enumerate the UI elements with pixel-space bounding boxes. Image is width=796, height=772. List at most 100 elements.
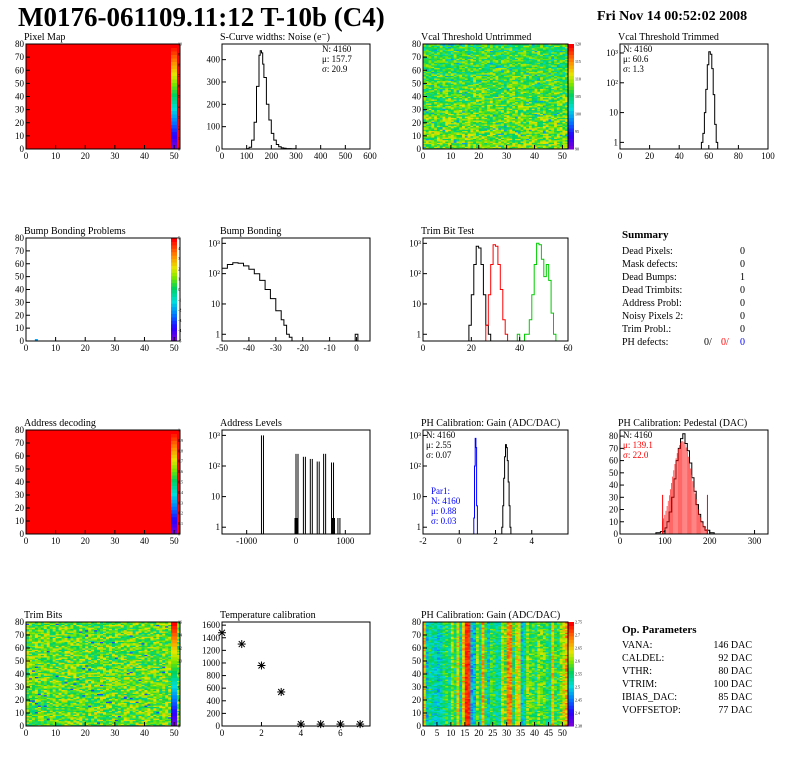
- heatmap-cell: [528, 50, 533, 53]
- heatmap-cell: [450, 118, 455, 121]
- heatmap-cell: [464, 49, 469, 51]
- heatmap-cell: [473, 101, 477, 104]
- heatmap-cell: [434, 95, 438, 97]
- heatmap-cell: [456, 139, 460, 142]
- heatmap-cell: [534, 93, 538, 96]
- y-tick-label: 0: [216, 144, 221, 154]
- heatmap-cell: [565, 108, 569, 111]
- heatmap-cell: [450, 137, 455, 139]
- heatmap-cell: [445, 122, 449, 125]
- y-tick-label: 0: [20, 529, 25, 539]
- heatmap-cell: [551, 80, 555, 83]
- heatmap-cell: [565, 79, 569, 82]
- heatmap-cell: [492, 61, 496, 63]
- heatmap-cell: [459, 72, 463, 75]
- heatmap-cell: [431, 114, 435, 117]
- heatmap-cell: [453, 146, 457, 149]
- heatmap-cell: [470, 91, 474, 93]
- colorbar-segment: [171, 310, 177, 315]
- heatmap-cell: [526, 95, 530, 97]
- heatmap-cell: [470, 137, 474, 139]
- heatmap-cell: [475, 100, 480, 103]
- heatmap-cell: [503, 122, 508, 125]
- heatmap-cell: [537, 105, 541, 108]
- heatmap-cell: [509, 74, 513, 76]
- heatmap-cell: [49, 720, 54, 723]
- heatmap-cell: [515, 88, 519, 91]
- heatmap-cell: [442, 133, 446, 135]
- heatmap-cell: [492, 53, 496, 55]
- heatmap-cell: [478, 113, 482, 116]
- heatmap-cell: [531, 117, 535, 120]
- heatmap-cell: [495, 72, 499, 75]
- heatmap-cell: [436, 128, 441, 130]
- heatmap-cell: [495, 80, 499, 83]
- colorbar-segment: [171, 272, 177, 277]
- heatmap-cell: [542, 82, 547, 84]
- heatmap-cell: [503, 45, 508, 48]
- heatmap-cell: [450, 82, 455, 84]
- heatmap-cell: [459, 113, 463, 116]
- heatmap-cell: [537, 110, 541, 113]
- heatmap-cell: [475, 75, 480, 78]
- heatmap-cell: [515, 70, 519, 72]
- heatmap-cell: [73, 723, 77, 726]
- heatmap-cell: [551, 134, 555, 137]
- heatmap-cell: [141, 719, 145, 722]
- heatmap-cell: [556, 89, 561, 92]
- heatmap-cell: [456, 134, 460, 137]
- heatmap-cell: [554, 80, 558, 83]
- heatmap-cell: [540, 70, 544, 72]
- heatmap-cell: [475, 113, 480, 116]
- heatmap-cell: [509, 45, 513, 48]
- heatmap-cell: [428, 83, 432, 86]
- heatmap-cell: [534, 134, 538, 137]
- heatmap-cell: [147, 720, 151, 723]
- heatmap-cell: [453, 142, 457, 145]
- heatmap-cell: [517, 62, 521, 65]
- heatmap-cell: [528, 97, 533, 100]
- colorbar-segment: [171, 107, 177, 111]
- heatmap-cell: [456, 135, 460, 138]
- heatmap-cell: [548, 49, 552, 51]
- heatmap-cell: [509, 125, 513, 128]
- heatmap-cell: [526, 114, 530, 117]
- heatmap-cell: [484, 92, 488, 95]
- x-tick-label: 4: [530, 536, 535, 546]
- heatmap-cell: [453, 67, 457, 70]
- heatmap-cell: [528, 130, 533, 133]
- heatmap-cell: [484, 78, 488, 80]
- heatmap-cell: [565, 131, 569, 134]
- heatmap-cell: [481, 130, 485, 133]
- heatmap-cell: [462, 139, 466, 142]
- heatmap-cell: [556, 45, 561, 48]
- heatmap-cell: [470, 45, 474, 48]
- heatmap-cell: [456, 67, 460, 70]
- heatmap-cell: [467, 126, 471, 129]
- heatmap-cell: [481, 117, 485, 120]
- heatmap-cell: [506, 44, 510, 46]
- heatmap-cell: [434, 51, 438, 54]
- heatmap-cell: [531, 88, 535, 91]
- heatmap-cell: [470, 105, 474, 108]
- heatmap-cell: [515, 109, 519, 112]
- heatmap-cell: [478, 118, 482, 121]
- heatmap-cell: [478, 49, 482, 51]
- heatmap-cell: [456, 109, 460, 112]
- chart-title: PH Calibration: Gain (ADC/DAC): [421, 418, 560, 429]
- heatmap-cell: [537, 61, 541, 63]
- heatmap-cell: [442, 66, 446, 69]
- heatmap-cell: [551, 49, 555, 51]
- heatmap-cell: [475, 58, 480, 61]
- heatmap-cell: [495, 71, 499, 74]
- heatmap-cell: [528, 141, 533, 143]
- heatmap-cell: [453, 125, 457, 128]
- heatmap-cell: [445, 117, 449, 120]
- heatmap-cell: [517, 103, 521, 105]
- heatmap-cell: [554, 134, 558, 137]
- heatmap-cell: [501, 109, 505, 112]
- x-tick-label: 1000: [336, 536, 355, 546]
- colorbar-segment: [171, 471, 177, 476]
- heatmap-cell: [453, 120, 457, 122]
